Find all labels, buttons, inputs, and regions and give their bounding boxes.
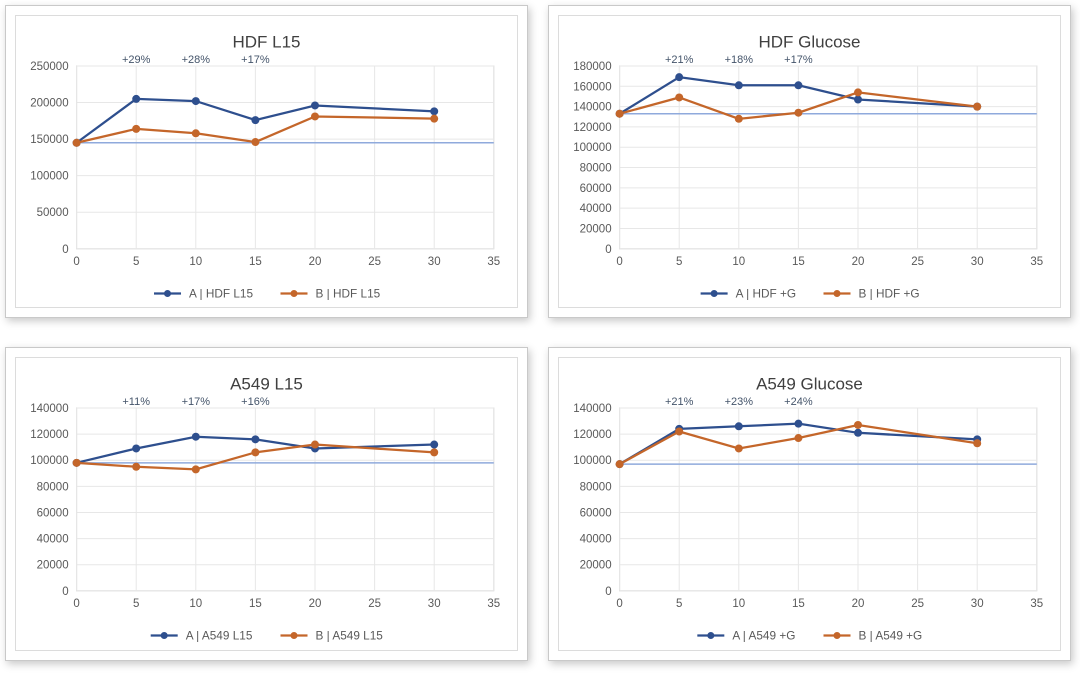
svg-text:20: 20 bbox=[852, 256, 865, 268]
svg-text:250000: 250000 bbox=[30, 61, 68, 73]
svg-text:35: 35 bbox=[1030, 598, 1043, 610]
svg-text:100000: 100000 bbox=[573, 455, 611, 467]
svg-text:+21%: +21% bbox=[665, 396, 694, 408]
svg-text:10: 10 bbox=[732, 256, 745, 268]
svg-text:15: 15 bbox=[249, 256, 262, 268]
svg-text:140000: 140000 bbox=[30, 403, 68, 415]
svg-text:A | A549 +G: A | A549 +G bbox=[732, 629, 795, 643]
svg-text:35: 35 bbox=[487, 256, 500, 268]
svg-text:+17%: +17% bbox=[182, 396, 211, 408]
svg-text:A | HDF +G: A | HDF +G bbox=[736, 287, 796, 301]
svg-text:A549 L15: A549 L15 bbox=[230, 375, 303, 394]
svg-text:25: 25 bbox=[368, 256, 381, 268]
svg-text:25: 25 bbox=[911, 256, 924, 268]
svg-text:B | A549 L15: B | A549 L15 bbox=[316, 629, 384, 643]
svg-text:20: 20 bbox=[852, 598, 865, 610]
svg-text:B | HDF +G: B | HDF +G bbox=[859, 287, 920, 301]
svg-text:80000: 80000 bbox=[580, 163, 612, 175]
svg-text:0: 0 bbox=[616, 256, 622, 268]
svg-text:B | HDF L15: B | HDF L15 bbox=[316, 287, 381, 301]
svg-text:0: 0 bbox=[62, 244, 68, 256]
svg-text:35: 35 bbox=[487, 598, 500, 610]
svg-text:A | HDF L15: A | HDF L15 bbox=[189, 287, 253, 301]
svg-text:30: 30 bbox=[971, 256, 984, 268]
svg-text:20000: 20000 bbox=[37, 560, 69, 572]
svg-text:0: 0 bbox=[616, 598, 622, 610]
svg-text:+17%: +17% bbox=[241, 54, 270, 66]
svg-text:A549 Glucose: A549 Glucose bbox=[756, 375, 863, 394]
svg-text:5: 5 bbox=[676, 256, 682, 268]
svg-text:150000: 150000 bbox=[30, 134, 68, 146]
svg-text:100000: 100000 bbox=[30, 171, 68, 183]
svg-text:10: 10 bbox=[189, 598, 202, 610]
svg-text:20000: 20000 bbox=[580, 223, 612, 235]
svg-text:10: 10 bbox=[732, 598, 745, 610]
svg-text:30: 30 bbox=[971, 598, 984, 610]
svg-text:+16%: +16% bbox=[241, 396, 270, 408]
svg-text:30: 30 bbox=[428, 256, 441, 268]
svg-text:0: 0 bbox=[62, 586, 68, 598]
svg-text:10: 10 bbox=[189, 256, 202, 268]
svg-text:HDF Glucose: HDF Glucose bbox=[758, 33, 860, 52]
svg-text:200000: 200000 bbox=[30, 98, 68, 110]
svg-text:60000: 60000 bbox=[580, 507, 612, 519]
svg-text:A | A549 L15: A | A549 L15 bbox=[186, 629, 253, 643]
svg-text:60000: 60000 bbox=[580, 183, 612, 195]
svg-text:40000: 40000 bbox=[580, 534, 612, 546]
svg-text:5: 5 bbox=[676, 598, 682, 610]
svg-text:5: 5 bbox=[133, 256, 139, 268]
svg-text:60000: 60000 bbox=[37, 507, 69, 519]
svg-text:+18%: +18% bbox=[725, 54, 754, 66]
svg-text:+23%: +23% bbox=[725, 396, 754, 408]
svg-text:HDF L15: HDF L15 bbox=[232, 33, 300, 52]
svg-text:50000: 50000 bbox=[37, 207, 69, 219]
svg-text:0: 0 bbox=[605, 244, 611, 256]
svg-text:25: 25 bbox=[368, 598, 381, 610]
svg-text:15: 15 bbox=[792, 256, 805, 268]
svg-text:15: 15 bbox=[792, 598, 805, 610]
svg-text:30: 30 bbox=[428, 598, 441, 610]
svg-text:35: 35 bbox=[1030, 256, 1043, 268]
svg-text:+29%: +29% bbox=[122, 54, 151, 66]
svg-text:160000: 160000 bbox=[573, 81, 611, 93]
svg-text:0: 0 bbox=[605, 586, 611, 598]
svg-text:100000: 100000 bbox=[573, 142, 611, 154]
svg-text:20: 20 bbox=[309, 256, 322, 268]
svg-text:15: 15 bbox=[249, 598, 262, 610]
svg-text:80000: 80000 bbox=[580, 481, 612, 493]
svg-text:20000: 20000 bbox=[580, 560, 612, 572]
svg-text:25: 25 bbox=[911, 598, 924, 610]
svg-text:180000: 180000 bbox=[573, 61, 611, 73]
svg-text:+24%: +24% bbox=[784, 396, 813, 408]
svg-text:5: 5 bbox=[133, 598, 139, 610]
svg-text:0: 0 bbox=[73, 256, 79, 268]
svg-text:40000: 40000 bbox=[580, 203, 612, 215]
svg-text:100000: 100000 bbox=[30, 455, 68, 467]
svg-text:+28%: +28% bbox=[182, 54, 211, 66]
svg-text:120000: 120000 bbox=[30, 429, 68, 441]
svg-text:0: 0 bbox=[73, 598, 79, 610]
svg-text:+17%: +17% bbox=[784, 54, 813, 66]
svg-text:+11%: +11% bbox=[122, 396, 150, 408]
svg-text:120000: 120000 bbox=[573, 122, 611, 134]
svg-text:120000: 120000 bbox=[573, 429, 611, 441]
svg-text:20: 20 bbox=[309, 598, 322, 610]
svg-text:140000: 140000 bbox=[573, 102, 611, 114]
svg-text:40000: 40000 bbox=[37, 534, 69, 546]
svg-text:+21%: +21% bbox=[665, 54, 694, 66]
svg-text:B | A549 +G: B | A549 +G bbox=[859, 629, 923, 643]
svg-text:80000: 80000 bbox=[37, 481, 69, 493]
svg-text:140000: 140000 bbox=[573, 403, 611, 415]
